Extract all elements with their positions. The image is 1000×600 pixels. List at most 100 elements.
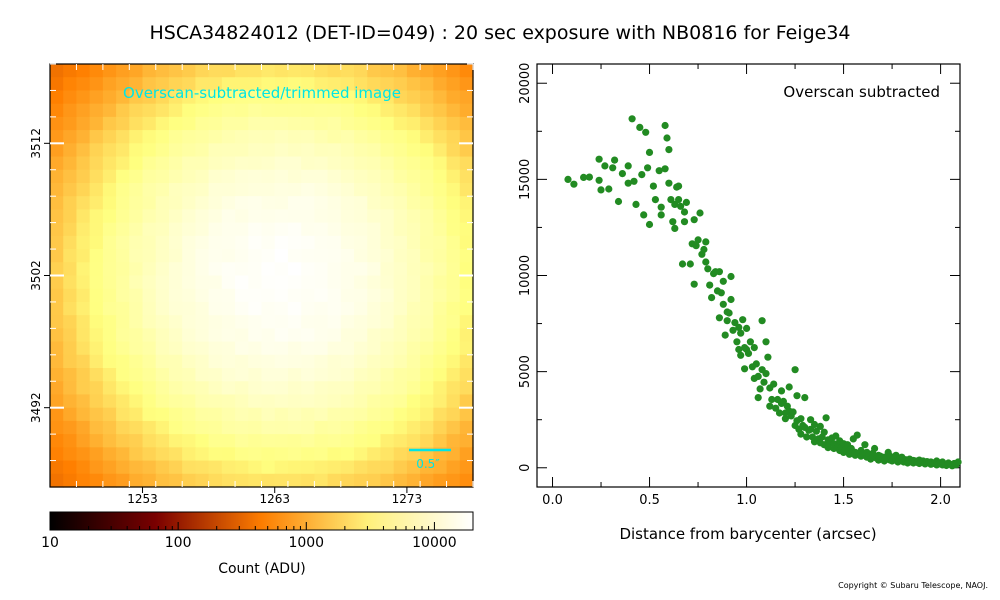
heatmap-cell xyxy=(287,368,302,382)
heatmap-cell xyxy=(406,77,421,92)
heatmap-cell xyxy=(287,64,302,78)
scatter-point xyxy=(611,156,619,164)
scatter-point xyxy=(812,427,821,435)
heatmap-cell xyxy=(274,394,289,409)
heatmap-cell xyxy=(340,434,355,448)
heatmap-cell xyxy=(380,447,395,462)
heatmap-cell xyxy=(89,235,104,250)
heatmap-cell xyxy=(433,90,448,105)
heatmap-cell xyxy=(420,143,434,158)
heatmap-cell xyxy=(420,103,434,118)
heatmap-cell xyxy=(301,249,315,263)
scatter-point xyxy=(645,220,654,229)
heatmap-cell xyxy=(287,222,302,237)
heatmap-cell xyxy=(221,169,236,184)
heatmap-cell xyxy=(89,447,104,462)
heatmap-cell xyxy=(76,328,91,343)
scatter-panel: 0.0 0.5 1.0 1.5 2.0 0 5000 10000 15000 20000 Over… xyxy=(518,63,962,543)
heatmap-cell xyxy=(446,381,461,396)
heatmap-cell xyxy=(63,328,78,343)
heatmap-cell xyxy=(354,182,368,197)
heatmap-cell xyxy=(168,394,183,409)
heatmap-cell xyxy=(301,368,315,382)
heatmap-cell xyxy=(248,315,263,329)
heatmap-cell xyxy=(420,394,434,409)
heatmap-cell xyxy=(155,447,170,462)
heatmap-cell xyxy=(235,116,249,131)
heatmap-cell xyxy=(50,90,64,105)
heatmap-cell xyxy=(142,394,157,409)
heatmap-cell xyxy=(420,90,434,105)
heatmap-cell xyxy=(287,249,302,263)
heatmap-cell xyxy=(433,209,448,224)
heatmap-cell xyxy=(459,196,474,211)
heatmap-cell xyxy=(354,368,368,382)
heatmap-cell xyxy=(459,301,474,316)
heatmap-cell xyxy=(116,130,130,144)
scatter-point xyxy=(731,319,739,327)
heatmap-cell xyxy=(393,381,408,396)
heatmap-cell xyxy=(208,368,223,382)
heatmap-cell xyxy=(393,328,408,343)
heatmap-cell xyxy=(327,354,342,369)
heatmap-cell xyxy=(208,235,223,250)
heatmap-cell xyxy=(446,77,461,92)
heatmap-cell xyxy=(182,341,197,356)
heatmap-cell xyxy=(182,182,197,197)
heatmap-cell xyxy=(340,130,355,144)
heatmap-cell xyxy=(393,77,408,92)
heatmap-cell xyxy=(208,341,223,356)
heatmap-cell xyxy=(433,77,448,92)
heatmap-cells xyxy=(50,64,474,488)
heatmap-cell xyxy=(208,143,223,158)
heatmap-cell xyxy=(274,328,289,343)
scatter-xtick-label: 0.0 xyxy=(542,493,563,508)
heatmap-cell xyxy=(367,235,382,250)
heatmap-cell xyxy=(116,143,130,158)
heatmap-cell xyxy=(406,209,421,224)
heatmap-cell xyxy=(102,381,117,396)
heatmap-cell xyxy=(235,249,249,263)
heatmap-cell xyxy=(327,196,342,211)
scatter-point xyxy=(601,162,609,170)
heatmap-cell xyxy=(208,209,223,224)
image-ytick-label: 3492 xyxy=(29,392,43,423)
heatmap-cell xyxy=(433,368,448,382)
heatmap-cell xyxy=(314,156,329,171)
heatmap-cell xyxy=(393,341,408,356)
heatmap-cell xyxy=(235,288,249,303)
heatmap-cell xyxy=(261,130,276,144)
heatmap-cell xyxy=(76,275,91,290)
heatmap-cell xyxy=(406,275,421,290)
heatmap-cell xyxy=(420,420,434,435)
heatmap-cell xyxy=(76,196,91,211)
heatmap-cell xyxy=(221,196,236,211)
heatmap-cell xyxy=(208,103,223,118)
heatmap-cell xyxy=(50,341,64,356)
heatmap-cell xyxy=(155,381,170,396)
heatmap-cell xyxy=(235,196,249,211)
heatmap-cell xyxy=(116,169,130,184)
heatmap-cell xyxy=(248,381,263,396)
heatmap-cell xyxy=(50,368,64,382)
heatmap-cell xyxy=(208,447,223,462)
scatter-point xyxy=(735,323,743,331)
heatmap-cell xyxy=(406,143,421,158)
heatmap-cell xyxy=(63,169,78,184)
scatter-point xyxy=(630,177,638,185)
heatmap-cell xyxy=(76,262,91,277)
scatter-point xyxy=(686,260,694,268)
heatmap-cell xyxy=(76,77,91,92)
scatter-point xyxy=(649,182,658,190)
heatmap-cell xyxy=(50,328,64,343)
scatter-point xyxy=(744,349,753,357)
heatmap-cell xyxy=(314,143,329,158)
heatmap-cell xyxy=(354,130,368,144)
heatmap-cell xyxy=(208,169,223,184)
heatmap-cell xyxy=(314,447,329,462)
scatter-point xyxy=(605,185,613,193)
heatmap-cell xyxy=(340,156,355,171)
scatter-point xyxy=(861,441,869,449)
heatmap-cell xyxy=(446,156,461,171)
heatmap-cell xyxy=(314,434,329,448)
